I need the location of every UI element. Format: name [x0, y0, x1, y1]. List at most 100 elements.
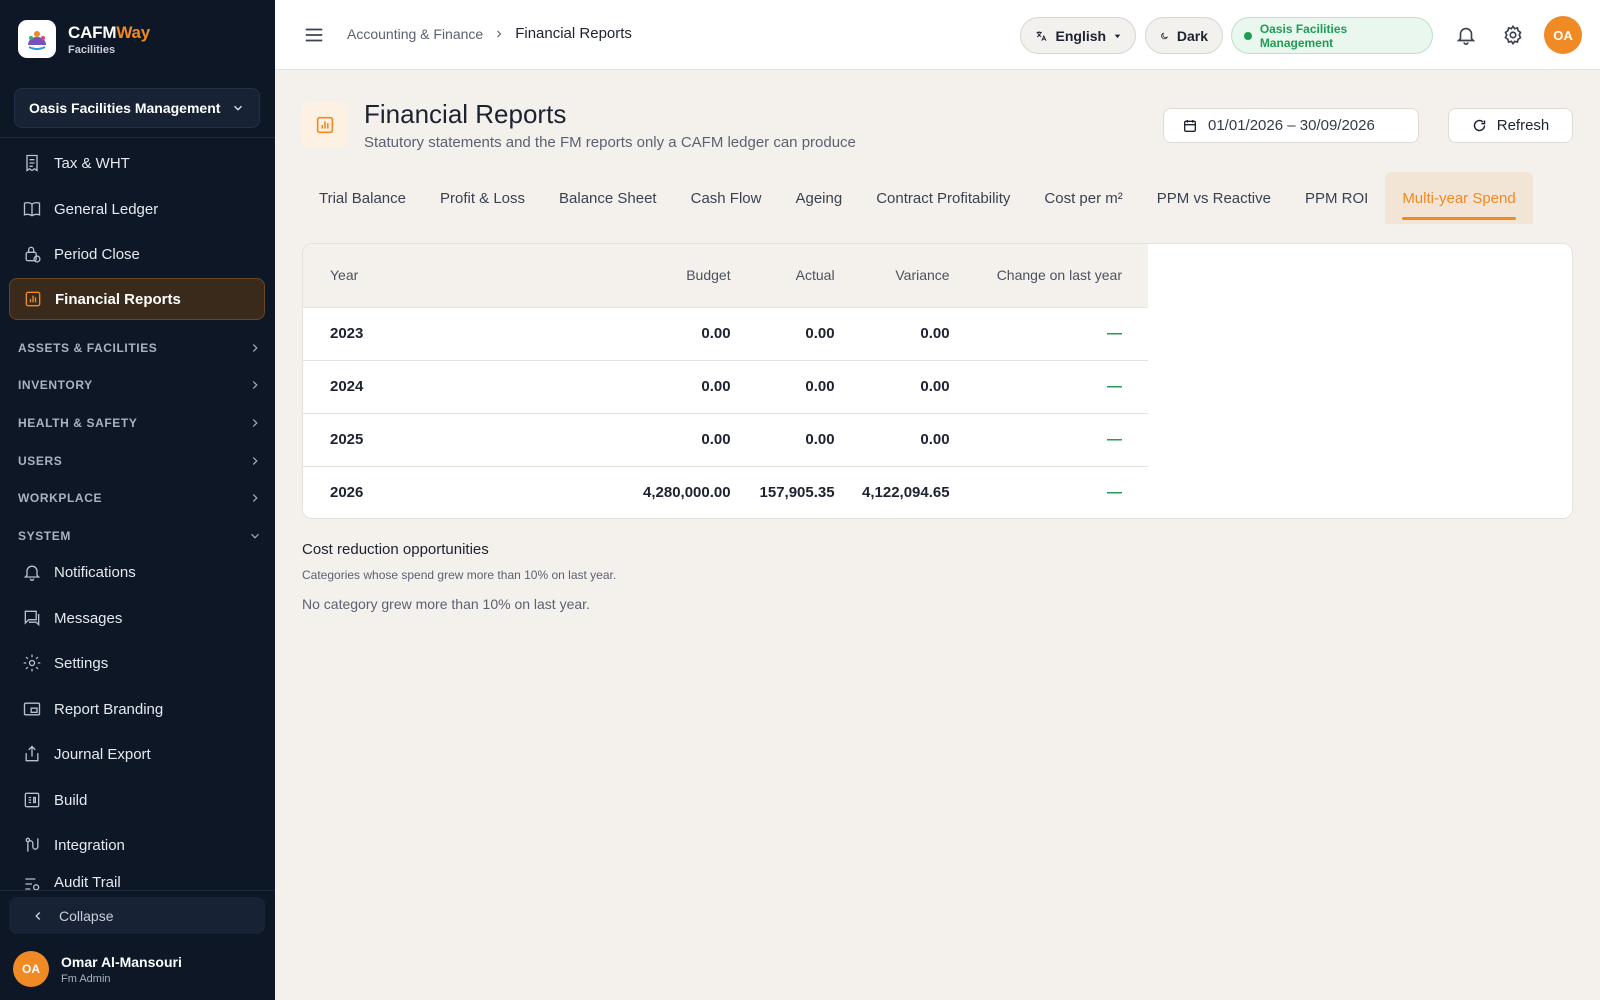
sidebar-item-journal-export[interactable]: Journal Export — [9, 733, 265, 775]
language-label: English — [1055, 27, 1107, 44]
date-range-picker[interactable]: 01/01/2026 – 30/09/2026 — [1163, 108, 1419, 143]
table-row: 2025 0.00 0.00 0.00 — — [303, 413, 1148, 467]
sidebar-item-tax-wht[interactable]: Tax & WHT — [9, 142, 265, 184]
cell-year: 2024 — [303, 360, 643, 414]
sidebar-item-label: Notifications — [54, 563, 136, 581]
theme-toggle[interactable]: Dark — [1145, 17, 1223, 54]
column-header-variance[interactable]: Variance — [860, 244, 976, 308]
integration-icon — [25, 837, 39, 852]
section-label: WORKPLACE — [18, 491, 103, 505]
sidebar-item-label: Tax & WHT — [54, 154, 130, 172]
refresh-icon — [1473, 119, 1485, 132]
org-select-label: Oasis Facilities Management — [29, 100, 221, 116]
sidebar-section-system[interactable]: SYSTEM — [18, 524, 262, 548]
column-header-actual[interactable]: Actual — [756, 244, 861, 308]
tab-ppm-roi[interactable]: PPM ROI — [1304, 189, 1369, 207]
multi-year-spend-table: Year Budget Actual Variance Change on la… — [303, 244, 1148, 518]
sidebar-item-period-close[interactable]: Period Close — [9, 233, 265, 275]
sidebar-section-inventory[interactable]: INVENTORY — [18, 373, 262, 397]
tab-multi-year-spend[interactable]: Multi-year Spend — [1385, 172, 1533, 224]
sidebar-divider — [0, 137, 275, 138]
org-select[interactable]: Oasis Facilities Management — [14, 88, 260, 128]
chevron-down-icon — [251, 533, 259, 539]
gear-icon[interactable] — [1502, 24, 1524, 46]
sidebar-section-users[interactable]: USERS — [18, 449, 262, 473]
brand-logo — [18, 20, 56, 58]
chevron-right-icon — [497, 30, 502, 37]
cell-change: — — [1107, 484, 1122, 502]
avatar[interactable]: OA — [1544, 16, 1582, 54]
language-select[interactable]: English — [1020, 17, 1136, 54]
sidebar-section-health-safety[interactable]: HEALTH & SAFETY — [18, 411, 262, 435]
sidebar-divider — [0, 890, 275, 891]
multi-year-spend-card: Year Budget Actual Variance Change on la… — [302, 243, 1573, 519]
user-profile[interactable]: OA Omar Al-Mansouri Fm Admin — [13, 951, 182, 987]
menu-icon[interactable] — [303, 24, 325, 46]
collapse-button[interactable]: Collapse — [9, 897, 265, 934]
topbar: Accounting & Finance Financial Reports E… — [275, 0, 1600, 70]
column-header-budget[interactable]: Budget — [643, 244, 757, 308]
bell-icon — [23, 565, 41, 581]
refresh-button[interactable]: Refresh — [1448, 108, 1573, 143]
tab-contract-profitability[interactable]: Contract Profitability — [876, 189, 1011, 207]
sidebar-item-label: Audit Trail — [54, 874, 121, 890]
bell-icon[interactable] — [1455, 24, 1477, 46]
refresh-label: Refresh — [1496, 117, 1550, 134]
sidebar-section-assets-facilities[interactable]: ASSETS & FACILITIES — [18, 336, 262, 360]
tab-ppm-vs-reactive[interactable]: PPM vs Reactive — [1156, 189, 1271, 207]
tab-trial-balance[interactable]: Trial Balance — [319, 189, 406, 207]
chevron-right-icon — [252, 381, 258, 389]
column-header-change[interactable]: Change on last year — [975, 244, 1148, 308]
breadcrumb-item-current: Financial Reports — [515, 25, 632, 42]
sidebar-item-build[interactable]: Build — [9, 779, 265, 821]
table-row: 2024 0.00 0.00 0.00 — — [303, 360, 1148, 414]
report-tabs: Trial Balance Profit & Loss Balance Shee… — [302, 172, 1533, 224]
page-title: Financial Reports — [364, 99, 567, 129]
build-icon — [24, 792, 40, 808]
user-role: Fm Admin — [61, 972, 111, 985]
chevron-right-icon — [252, 344, 258, 352]
collapse-label: Collapse — [59, 907, 114, 924]
sidebar-item-audit-trail[interactable]: Audit Trail — [9, 870, 265, 890]
table-row: 2026 4,280,000.00 157,905.35 4,122,094.6… — [303, 466, 1148, 518]
audit-icon — [25, 878, 40, 890]
cell-year: 2025 — [303, 413, 643, 467]
tab-balance-sheet[interactable]: Balance Sheet — [559, 189, 657, 207]
breadcrumb: Accounting & Finance Financial Reports — [347, 25, 632, 42]
tab-cash-flow[interactable]: Cash Flow — [690, 189, 762, 207]
sidebar-section-workplace[interactable]: WORKPLACE — [18, 486, 262, 510]
chevron-right-icon — [252, 494, 258, 502]
table-row: 2023 0.00 0.00 0.00 — — [303, 307, 1148, 361]
brand[interactable]: CAFMWay Facilities — [18, 20, 150, 58]
chevron-left-icon — [35, 911, 41, 920]
receipt-icon — [26, 154, 38, 172]
chevron-right-icon — [252, 419, 258, 427]
sidebar-item-integration[interactable]: Integration — [9, 824, 265, 866]
chat-icon — [24, 610, 40, 627]
sidebar-item-label: Integration — [54, 836, 125, 854]
cell-change: — — [975, 360, 1148, 414]
tab-cost-per-m2[interactable]: Cost per m² — [1044, 189, 1123, 207]
sidebar-item-label: Journal Export — [54, 745, 151, 763]
sidebar-item-notifications[interactable]: Notifications — [9, 551, 265, 593]
cell-budget: 0.00 — [643, 360, 757, 414]
cell-variance: 0.00 — [860, 413, 976, 467]
column-header-year[interactable]: Year — [303, 244, 643, 308]
tab-ageing[interactable]: Ageing — [795, 189, 843, 207]
user-name: Omar Al-Mansouri — [61, 953, 182, 970]
cell-year: 2023 — [303, 307, 643, 361]
sidebar-item-financial-reports[interactable]: Financial Reports — [9, 278, 265, 320]
org-status-badge[interactable]: Oasis Facilities Management — [1231, 17, 1433, 54]
lock-clock-icon — [25, 246, 41, 263]
sidebar-item-messages[interactable]: Messages — [9, 597, 265, 639]
date-range-value: 01/01/2026 – 30/09/2026 — [1208, 117, 1375, 134]
sidebar-item-settings[interactable]: Settings — [9, 642, 265, 684]
brand-name: CAFMWay — [68, 22, 151, 42]
sidebar-item-report-branding[interactable]: Report Branding — [9, 688, 265, 730]
sidebar-item-label: Messages — [54, 609, 123, 627]
section-label: USERS — [18, 454, 63, 468]
status-dot — [1244, 31, 1252, 40]
sidebar-item-general-ledger[interactable]: General Ledger — [9, 188, 265, 230]
breadcrumb-item-accounting[interactable]: Accounting & Finance — [347, 25, 484, 42]
tab-profit-loss[interactable]: Profit & Loss — [439, 189, 526, 207]
